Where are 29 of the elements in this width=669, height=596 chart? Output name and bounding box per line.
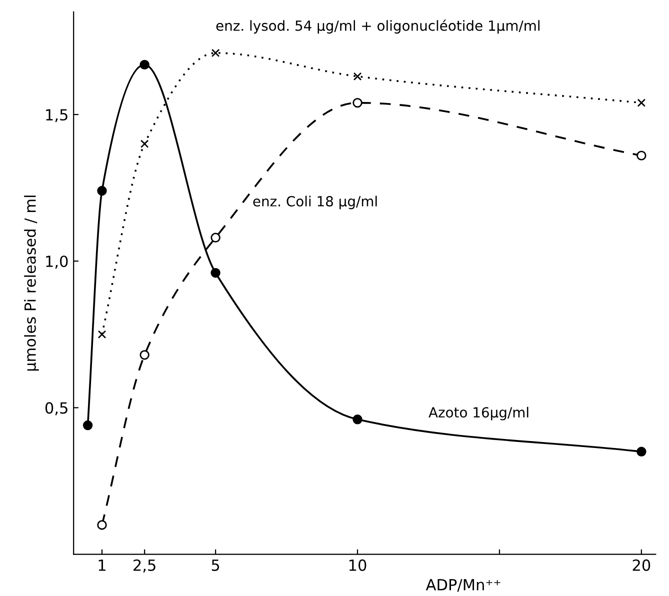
point [140, 350, 150, 360]
point [140, 60, 150, 70]
point [210, 232, 220, 243]
series-label: Azoto 16µg/ml [428, 406, 528, 420]
x-tick-label: 20 [632, 559, 650, 571]
point [82, 420, 93, 430]
point [97, 520, 107, 530]
point [636, 150, 646, 160]
x-axis-title: ADP/Mn⁺⁺ [426, 579, 500, 592]
y-tick-label: 0,5 [45, 402, 68, 416]
y-tick-label: 1,5 [46, 109, 68, 122]
y-tick-label: 1,0 [46, 256, 68, 269]
point [636, 446, 646, 457]
point [140, 140, 149, 148]
x-tick-label: 2,5 [134, 559, 156, 573]
point [352, 98, 362, 108]
x-tick-label: 5 [212, 560, 220, 571]
x-tick-label: 10 [349, 559, 366, 571]
point [637, 98, 646, 107]
point [97, 186, 107, 196]
series-label: enz. lysod. 54 µg/ml + oligonucléotide 1µm/ml [216, 20, 540, 34]
x-tick-label: 1 [98, 560, 106, 571]
series-label: enz. Coli 18 µg/ml [253, 196, 377, 210]
point [98, 330, 106, 339]
y-axis-title: µmoles Pi released / ml [24, 196, 39, 371]
point [353, 72, 362, 81]
point [210, 268, 220, 278]
point [352, 414, 362, 424]
point [211, 48, 220, 58]
